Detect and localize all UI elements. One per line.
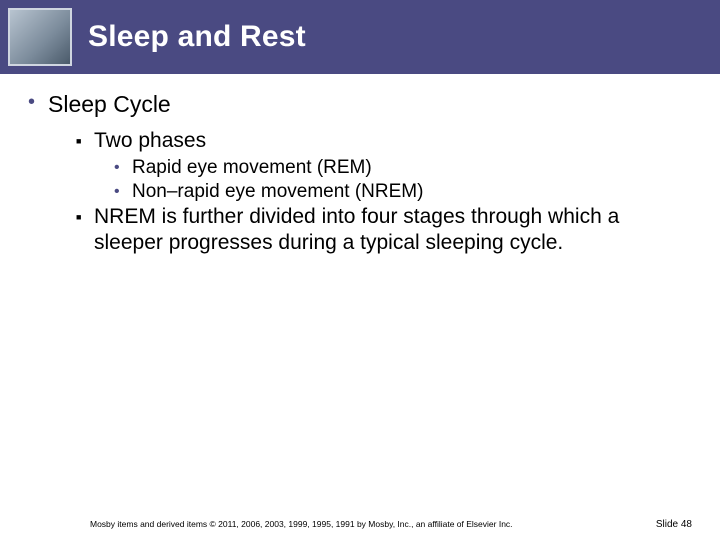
bullet-level-1: • Sleep Cycle <box>28 90 692 118</box>
bullet-text: Non–rapid eye movement (NREM) <box>132 180 423 204</box>
bullet-dot-icon: • <box>28 90 48 114</box>
bullet-square-icon: ■ <box>76 204 94 230</box>
slide-body: • Sleep Cycle ■ Two phases • Rapid eye m… <box>0 74 720 256</box>
bullet-level-3: • Rapid eye movement (REM) <box>114 156 692 180</box>
corner-image <box>8 8 72 66</box>
bullet-dot-icon: • <box>114 180 132 204</box>
slide-number: Slide 48 <box>656 519 692 530</box>
slide-title: Sleep and Rest <box>88 20 306 54</box>
bullet-text: Rapid eye movement (REM) <box>132 156 372 180</box>
header-bar: Sleep and Rest <box>0 0 720 74</box>
footer: Mosby items and derived items © 2011, 20… <box>0 519 720 530</box>
bullet-dot-icon: • <box>114 156 132 180</box>
slide: Sleep and Rest • Sleep Cycle ■ Two phase… <box>0 0 720 540</box>
copyright-text: Mosby items and derived items © 2011, 20… <box>90 519 513 529</box>
bullet-level-3: • Non–rapid eye movement (NREM) <box>114 180 692 204</box>
bullet-level-2: ■ Two phases <box>76 128 692 154</box>
bullet-text: Two phases <box>94 128 206 154</box>
bullet-text: NREM is further divided into four stages… <box>94 204 654 256</box>
bullet-text: Sleep Cycle <box>48 90 171 118</box>
bullet-square-icon: ■ <box>76 128 94 154</box>
bullet-level-2: ■ NREM is further divided into four stag… <box>76 204 692 256</box>
